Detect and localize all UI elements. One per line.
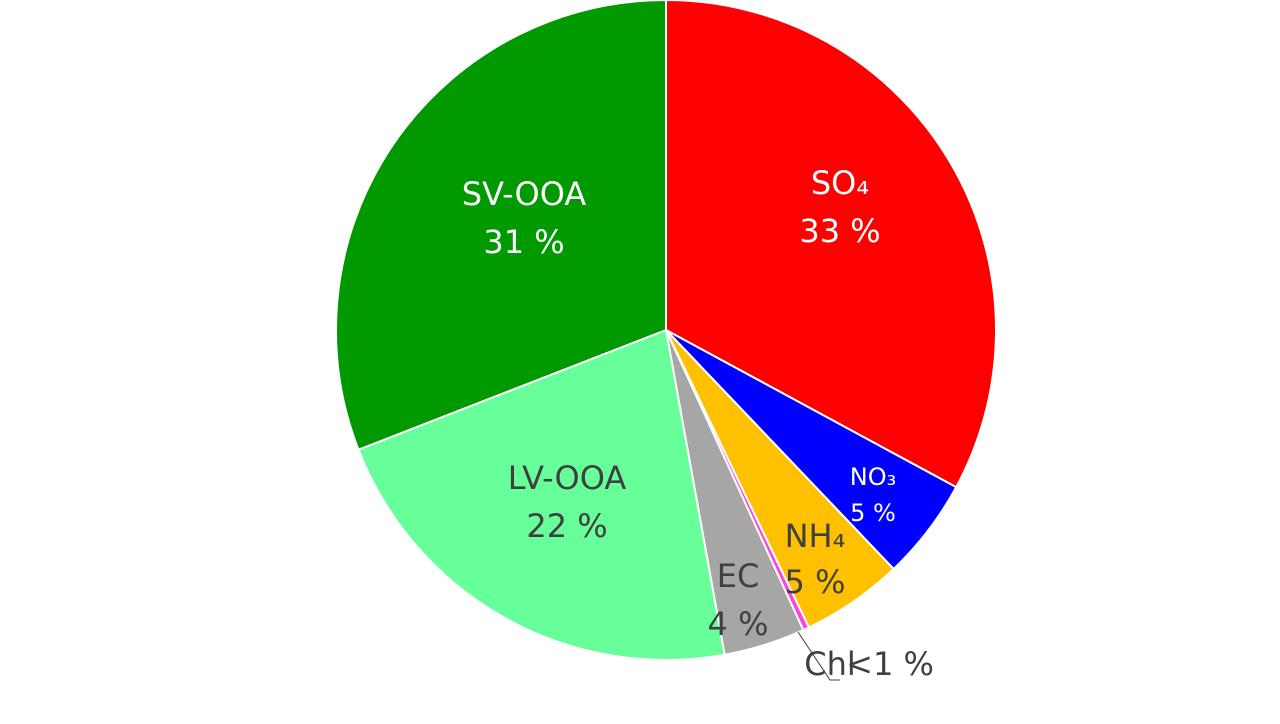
slice-value-label: 31 %	[483, 223, 564, 261]
slice-value-label: 22 %	[526, 507, 607, 545]
slice-name: SV-OOA	[462, 175, 587, 213]
pie-slice	[665, 0, 997, 489]
slice-name: LV-OOA	[508, 459, 627, 497]
pie-slice	[335, 0, 667, 451]
pie-slice	[357, 328, 726, 662]
slice-value-label: 33 %	[799, 212, 880, 250]
slice-value-label: 5 %	[785, 563, 846, 601]
slice-value-label: <1 %	[846, 645, 934, 683]
leader-line	[797, 631, 840, 681]
slice-name: NO₃	[850, 463, 896, 491]
slice-name: EC	[717, 557, 760, 595]
slice-value-label: 5 %	[850, 499, 896, 527]
slice-name: Chl	[804, 645, 856, 683]
slice-value-label: 4 %	[708, 605, 769, 643]
slice-name: SO₄	[811, 164, 869, 202]
slice-name: NH₄	[785, 517, 846, 555]
